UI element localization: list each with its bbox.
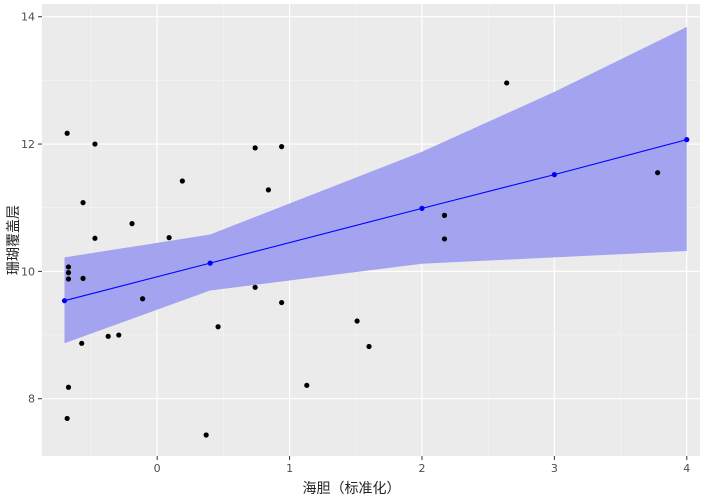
y-tick-label: 8 <box>28 393 35 406</box>
scatter-points <box>64 80 661 438</box>
y-axis-label: 珊瑚覆盖层 <box>6 205 22 275</box>
data-point <box>80 200 86 206</box>
fit-point <box>551 172 557 178</box>
data-point <box>179 178 185 184</box>
data-point <box>129 221 135 227</box>
x-tick-label: 2 <box>418 462 425 475</box>
data-point <box>655 170 661 176</box>
data-point <box>92 235 98 241</box>
data-point <box>65 270 72 276</box>
data-point <box>304 382 310 388</box>
data-point <box>80 275 86 281</box>
data-point <box>354 318 360 324</box>
data-point <box>203 432 209 438</box>
fit-point <box>419 205 425 211</box>
data-point <box>265 187 271 193</box>
watermark: https://blog.csdn.net/qq_19600291 <box>468 479 697 494</box>
data-point <box>65 264 72 270</box>
fit-point <box>684 137 690 143</box>
data-point <box>64 415 70 422</box>
fit-point <box>61 298 68 304</box>
data-point <box>92 141 98 147</box>
data-point <box>279 299 285 306</box>
data-point <box>65 276 72 282</box>
data-point <box>279 144 285 150</box>
x-tick-label: 3 <box>551 462 558 475</box>
data-point <box>441 236 448 242</box>
data-point <box>252 284 258 290</box>
x-axis-label: 海胆（标准化） <box>302 481 401 497</box>
data-point <box>64 130 70 136</box>
y-tick-label: 12 <box>21 138 35 151</box>
data-point <box>140 296 146 302</box>
data-point <box>65 384 72 390</box>
x-tick-label: 4 <box>683 462 690 475</box>
x-tick-label: 0 <box>154 462 161 475</box>
x-tick-label: 1 <box>286 462 293 475</box>
data-point <box>441 212 448 218</box>
data-point <box>504 80 510 86</box>
y-tick-label: 10 <box>21 265 35 278</box>
fit-points <box>61 137 690 304</box>
data-point <box>79 340 85 346</box>
data-point <box>105 333 111 339</box>
data-point <box>166 235 172 241</box>
data-point <box>366 343 372 350</box>
y-tick-label: 14 <box>21 11 35 24</box>
fit-point <box>207 260 213 266</box>
data-point <box>215 324 221 330</box>
confidence-ribbon <box>64 26 687 344</box>
data-point <box>252 145 258 151</box>
data-point <box>116 332 122 338</box>
